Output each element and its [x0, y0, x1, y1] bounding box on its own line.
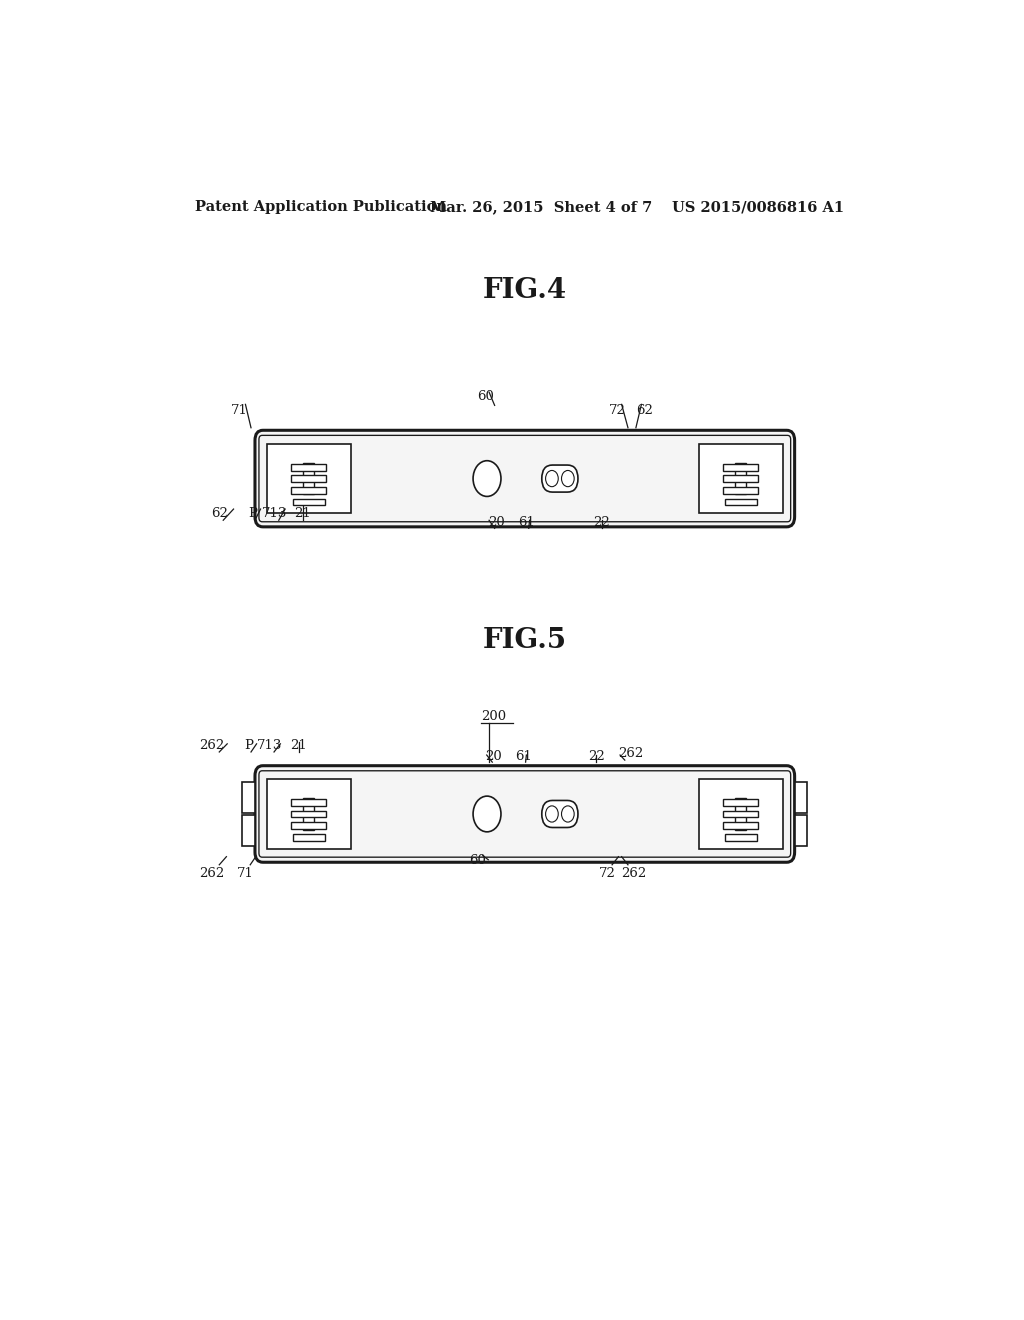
Bar	[243, 783, 255, 813]
Bar	[735, 799, 746, 830]
Text: 21: 21	[294, 507, 311, 520]
Bar	[293, 499, 325, 506]
Bar	[291, 799, 327, 807]
Text: 200: 200	[481, 710, 506, 722]
Text: 60: 60	[477, 391, 494, 403]
Circle shape	[561, 807, 574, 822]
Circle shape	[473, 461, 501, 496]
Text: Patent Application Publication: Patent Application Publication	[196, 201, 447, 214]
Bar	[291, 822, 327, 829]
Text: 60: 60	[469, 854, 485, 867]
Text: 22: 22	[588, 750, 604, 763]
Bar	[291, 463, 327, 470]
Bar	[795, 783, 807, 813]
Text: 262: 262	[200, 867, 224, 880]
Text: 22: 22	[593, 516, 610, 529]
Text: 61: 61	[518, 516, 535, 529]
Bar	[291, 487, 327, 494]
Bar	[303, 463, 314, 494]
Text: 62: 62	[636, 404, 653, 417]
Bar	[723, 810, 759, 817]
Bar	[723, 822, 759, 829]
Text: FIG.4: FIG.4	[482, 277, 567, 304]
Text: FIG.5: FIG.5	[482, 627, 567, 653]
Circle shape	[546, 807, 558, 822]
Bar	[723, 475, 759, 482]
Bar	[293, 834, 325, 841]
Text: 71: 71	[237, 867, 254, 880]
Text: US 2015/0086816 A1: US 2015/0086816 A1	[672, 201, 844, 214]
Text: 713: 713	[262, 507, 288, 520]
Bar	[735, 463, 746, 494]
Text: Mar. 26, 2015  Sheet 4 of 7: Mar. 26, 2015 Sheet 4 of 7	[430, 201, 652, 214]
Text: P: P	[248, 507, 257, 520]
Text: 71: 71	[230, 404, 248, 417]
Bar	[699, 444, 782, 513]
Text: 262: 262	[618, 747, 644, 760]
Bar	[723, 799, 759, 807]
Bar	[267, 779, 350, 849]
Text: 262: 262	[200, 739, 224, 752]
FancyBboxPatch shape	[542, 465, 578, 492]
Circle shape	[561, 470, 574, 487]
Bar	[243, 814, 255, 846]
FancyBboxPatch shape	[542, 800, 578, 828]
Text: P: P	[244, 739, 253, 752]
Text: 20: 20	[485, 750, 502, 763]
Text: 72: 72	[609, 404, 626, 417]
Bar	[723, 463, 759, 470]
FancyBboxPatch shape	[255, 430, 795, 527]
Text: 262: 262	[621, 867, 646, 880]
Bar	[699, 779, 782, 849]
Bar	[267, 444, 350, 513]
FancyBboxPatch shape	[255, 766, 795, 862]
Text: 20: 20	[487, 516, 505, 529]
Text: 61: 61	[515, 750, 531, 763]
Circle shape	[473, 796, 501, 832]
Bar	[795, 814, 807, 846]
Bar	[725, 834, 757, 841]
Bar	[725, 499, 757, 506]
Text: 713: 713	[257, 739, 283, 752]
Circle shape	[546, 470, 558, 487]
Text: 62: 62	[211, 507, 227, 520]
Bar	[291, 810, 327, 817]
Text: 72: 72	[599, 867, 615, 880]
Text: 21: 21	[290, 739, 307, 752]
Bar	[723, 487, 759, 494]
Bar	[291, 475, 327, 482]
Bar	[303, 799, 314, 830]
